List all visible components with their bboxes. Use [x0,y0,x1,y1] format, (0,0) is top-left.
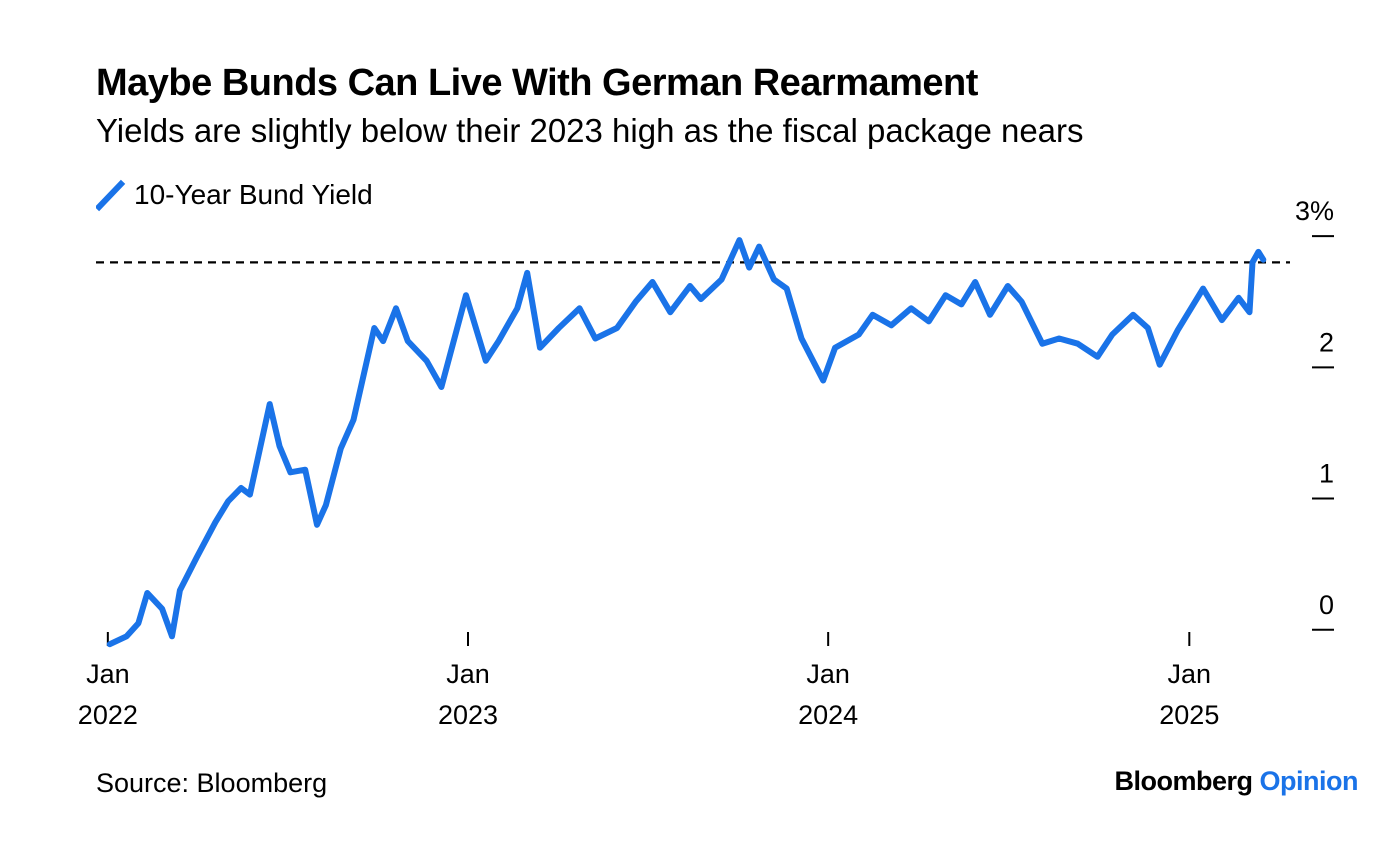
x-tick-label-month: Jan [1168,659,1212,689]
chart-subtitle: Yields are slightly below their 2023 hig… [96,112,1084,149]
chart-title: Maybe Bunds Can Live With German Rearmam… [96,62,978,104]
y-tick-label: 2 [1319,327,1334,357]
x-tick-label-month: Jan [806,659,850,689]
y-tick-label: 3% [1295,196,1334,226]
legend: 10-Year Bund Yield [96,178,373,212]
source-note: Source: Bloomberg [96,768,328,798]
y-tick-label: 0 [1319,590,1334,620]
brand-logo: Bloomberg Opinion [1114,766,1358,797]
y-tick-label: 1 [1319,459,1334,489]
brand-accent: Opinion [1259,766,1359,796]
legend-swatch-icon [96,179,126,212]
brand-name: Bloomberg [1114,766,1253,796]
x-tick-label-year: 2024 [798,700,858,730]
x-tick-label-month: Jan [86,659,130,689]
x-tick-label-year: 2022 [78,700,138,730]
series-line-10-year-bund-yield [106,237,1267,648]
x-tick-label-year: 2023 [438,700,498,730]
legend-label: 10-Year Bund Yield [134,179,373,210]
x-tick-label-year: 2025 [1159,700,1219,730]
x-tick-label-month: Jan [446,659,490,689]
chart-plot: 0 1 2 3% Jan 2022 Jan 2023 Jan 2024 Jan 2025 [78,196,1334,730]
